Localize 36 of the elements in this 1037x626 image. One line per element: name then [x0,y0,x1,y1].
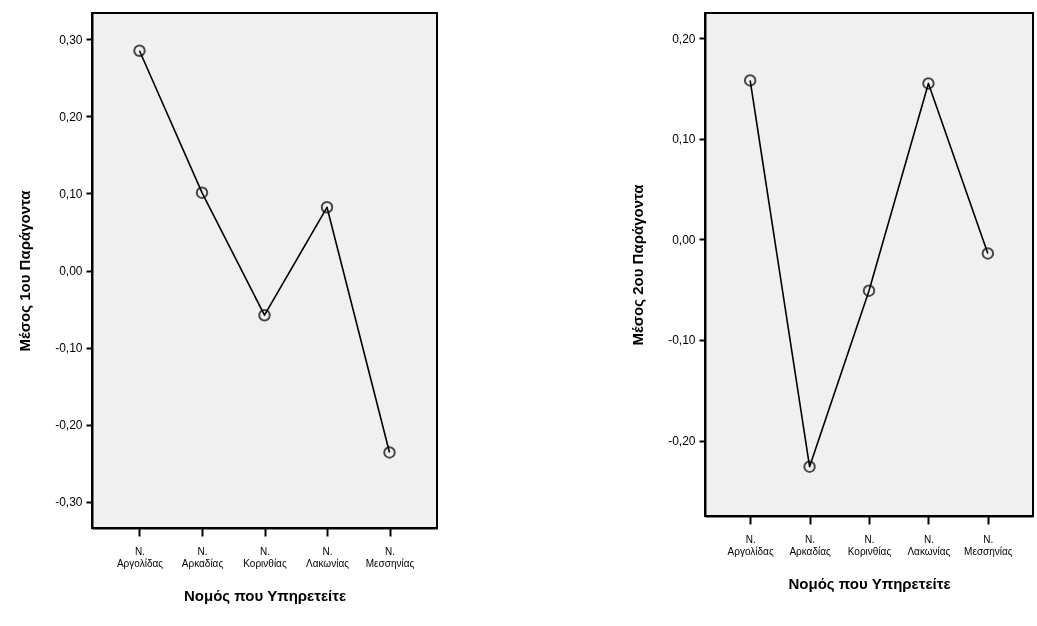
y-tick-label: 0,10 [59,186,83,201]
y-tick-label: -0,10 [55,341,83,356]
y-tick-label: 0,00 [672,232,696,247]
x-tick-label: Ν. Αργολίδας [727,533,774,557]
x-tick-label: Ν. Κορινθίας [847,533,892,557]
y-axis-title: Μέσος 2ου Παράγοντα [629,183,647,346]
x-tick-label: Ν. Λακωνίας [907,533,951,557]
point [922,77,935,90]
point [195,186,209,199]
y-tick-label: 0,00 [59,264,83,278]
point [803,460,816,473]
y-tick-label: 0,20 [672,31,696,46]
x-tick-label: Ν. Μεσσηνίας [964,533,1013,557]
point [383,446,396,459]
y-tick-label: -0,20 [55,418,83,433]
point [320,201,334,214]
point [743,74,757,87]
x-tick-label: Ν. Αρκαδίας [181,545,224,569]
x-tick-label: Ν. Λακωνίας [306,545,350,569]
x-tick-label: Ν. Αργολίδας [116,545,164,569]
x-tick-label: Ν. Αρκαδίας [789,533,831,557]
x-tick-label: Ν. Κορινθίας [243,545,287,569]
y-axis-title: Μέσος 1ου Παράγοντα [16,189,34,352]
x-tick-label: Ν. Μεσσηνίας [365,545,415,569]
point [981,247,995,260]
y-tick-label: 0,10 [672,132,696,147]
y-tick-label: -0,30 [55,495,83,510]
y-tick-label: -0,10 [668,333,696,348]
x-axis-title: Νομός που Υπηρετείτε [788,574,951,592]
y-tick-label: 0,30 [59,32,83,47]
x-axis-title: Νομός που Υπηρετείτε [183,586,347,604]
point [862,284,876,297]
y-tick-label: -0,20 [668,434,696,449]
y-tick-label: 0,20 [59,109,83,124]
point [258,308,271,322]
point [133,44,146,58]
